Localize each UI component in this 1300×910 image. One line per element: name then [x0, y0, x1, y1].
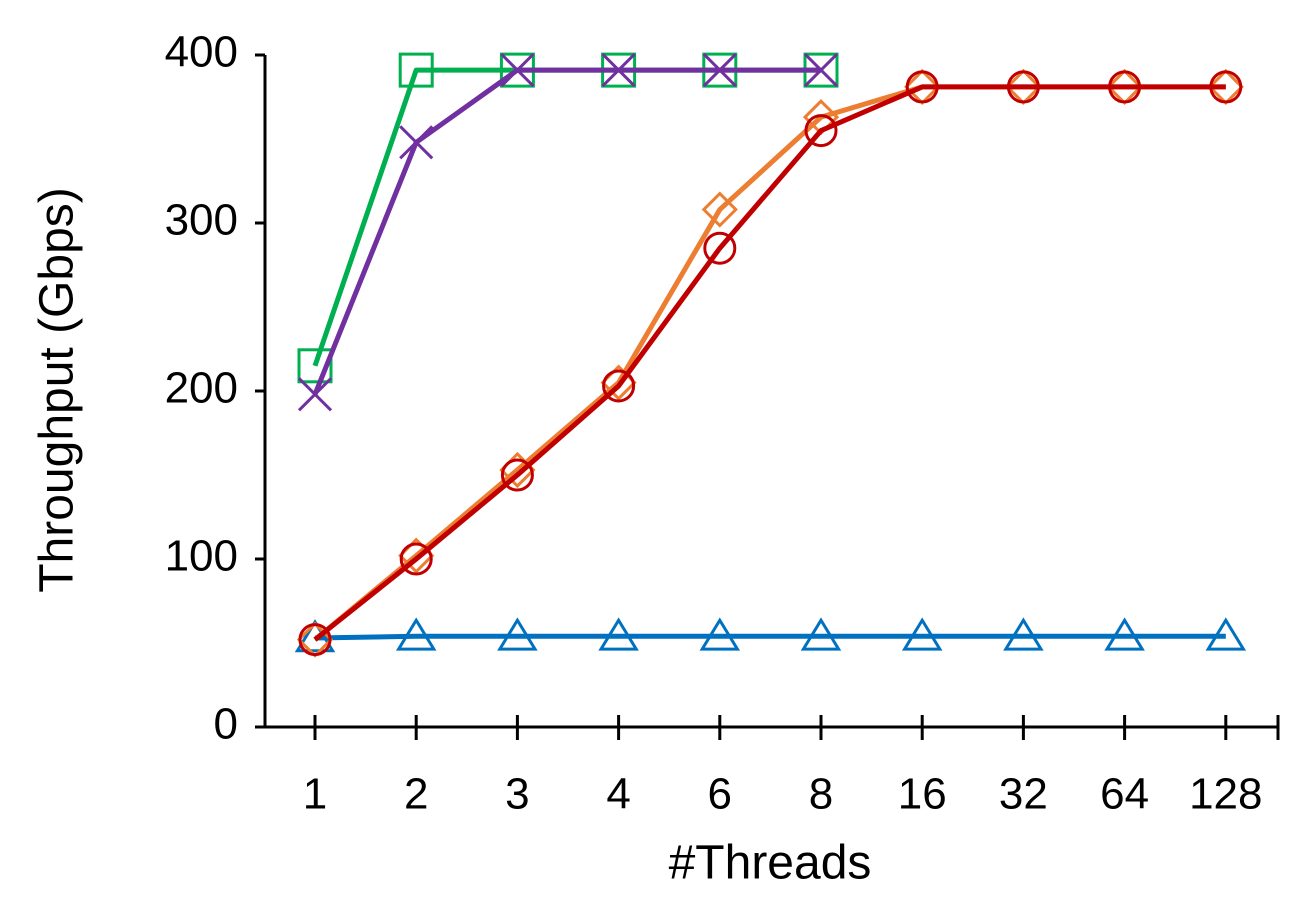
x-tick-label: 8: [809, 770, 833, 819]
x-tick-label: 128: [1189, 770, 1262, 819]
x-axis-title: #Threads: [669, 837, 872, 890]
y-tick-label: 200: [165, 364, 238, 413]
x-tick-label: 6: [708, 770, 732, 819]
data-point: [1209, 70, 1243, 104]
y-tick-label: 0: [214, 700, 238, 749]
x-tick-label: 4: [606, 770, 630, 819]
series-line: [314, 633, 1226, 641]
data-point: [601, 53, 636, 88]
data-point: [1205, 617, 1247, 651]
data-point: [905, 70, 939, 104]
data-point: [500, 53, 535, 88]
y-axis-title: Throughput (Gbps): [31, 187, 84, 593]
data-point: [800, 617, 842, 651]
data-point: [1006, 70, 1040, 104]
data-point: [1104, 617, 1145, 651]
series-line: [313, 84, 1226, 642]
data-point: [1003, 617, 1044, 651]
x-tick-label: 16: [898, 770, 947, 819]
data-point: [703, 231, 737, 265]
data-point: [701, 191, 738, 228]
x-tick-label: 32: [999, 770, 1048, 819]
y-tick-label: 300: [165, 196, 238, 245]
data-point: [901, 617, 943, 651]
x-tick-label: 64: [1100, 770, 1149, 819]
data-point: [602, 369, 636, 403]
data-point: [398, 52, 434, 88]
y-tick-label: 100: [165, 532, 238, 581]
data-point: [702, 53, 737, 88]
data-point: [298, 623, 332, 657]
data-point: [297, 377, 333, 412]
series-line: [313, 84, 1226, 642]
x-tick-label: 2: [404, 770, 428, 819]
data-point: [297, 348, 333, 384]
data-point: [500, 458, 534, 492]
data-point: [497, 617, 538, 651]
x-tick-label: 3: [505, 770, 529, 819]
x-tick-label: 1: [303, 770, 327, 819]
series-line: [312, 67, 821, 396]
data-point: [1108, 70, 1142, 104]
data-point: [699, 617, 741, 651]
data-point: [804, 114, 838, 148]
y-tick-label: 400: [165, 28, 238, 77]
data-point: [399, 542, 433, 576]
data-point: [395, 617, 437, 651]
data-point: [803, 53, 839, 88]
data-point: [294, 619, 336, 653]
data-point: [598, 617, 639, 651]
data-point: [399, 125, 434, 160]
